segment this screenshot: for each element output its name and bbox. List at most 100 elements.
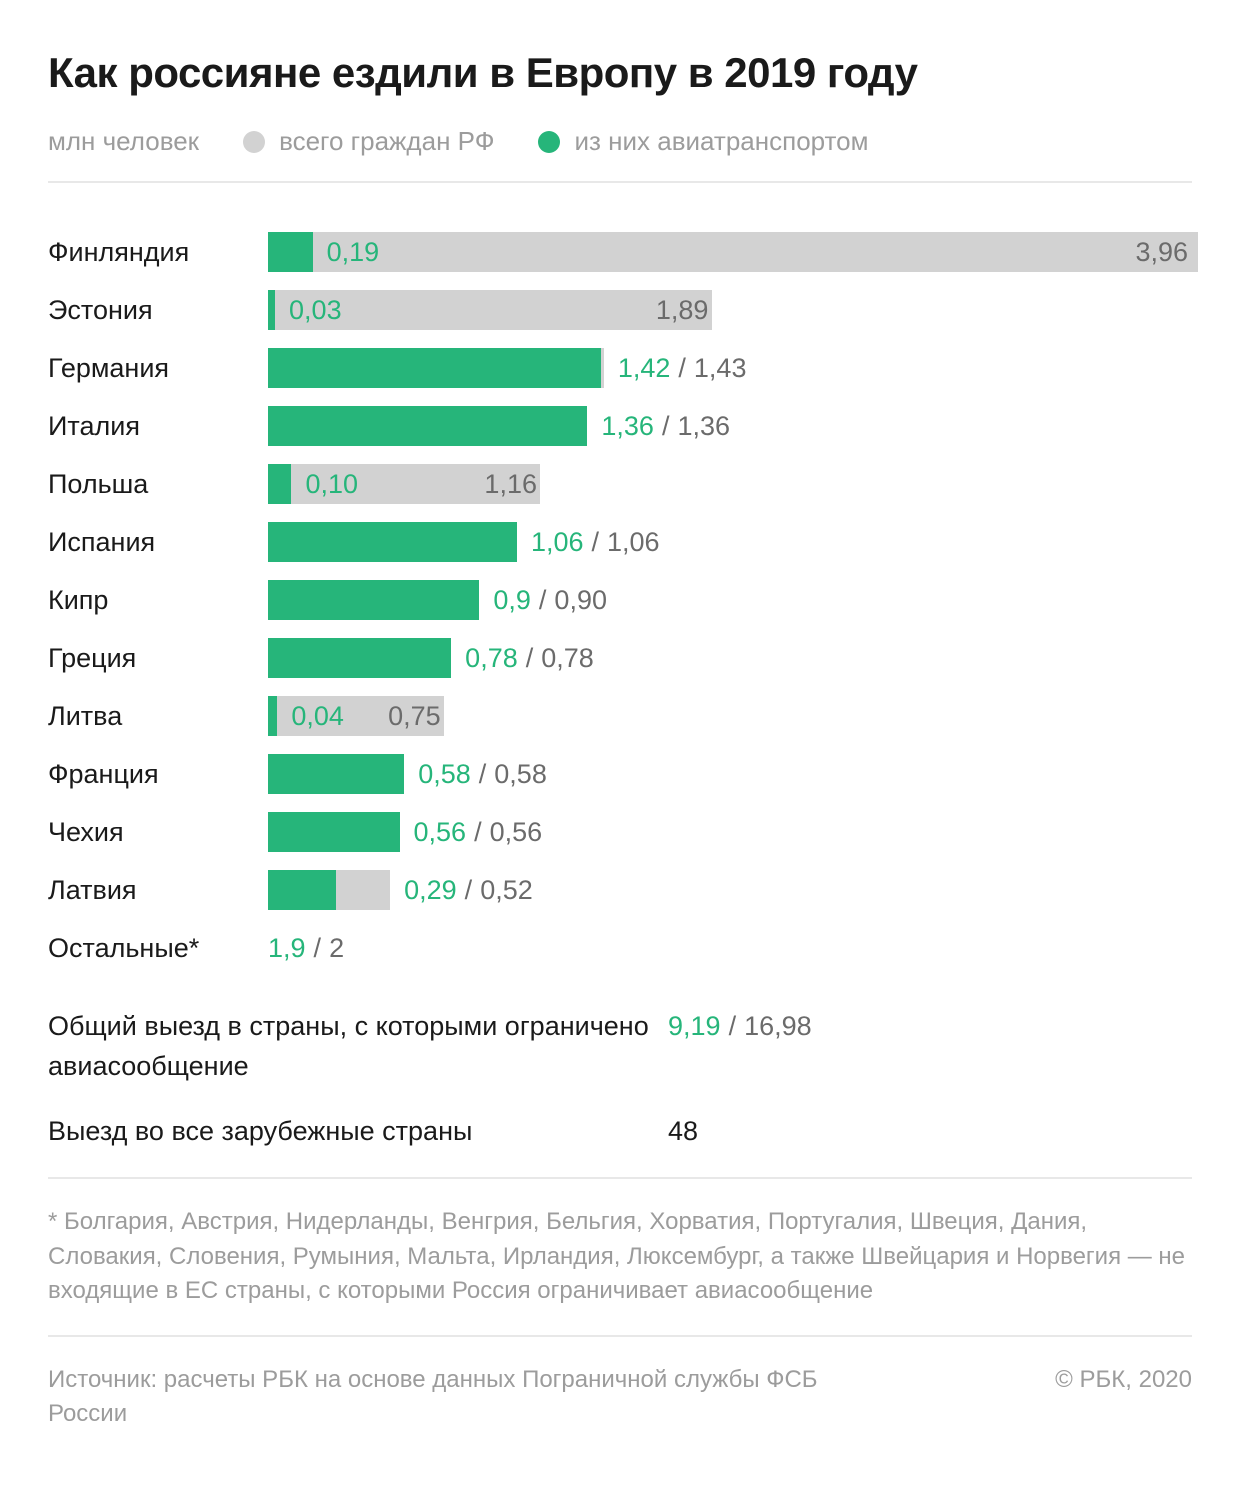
- value-separator: /: [670, 353, 694, 384]
- row-label: Остальные*: [48, 933, 268, 964]
- value-air: 1,9: [268, 933, 306, 964]
- value-pair: 0,9/0,90: [479, 580, 607, 620]
- summary-restricted-total: 16,98: [744, 1007, 812, 1046]
- bar-area: 0,78/0,78: [268, 638, 1198, 678]
- chart-row: Греция 0,78/0,78: [48, 629, 1192, 687]
- value-pair: 0,56/0,56: [400, 812, 543, 852]
- bar-area: 0,9/0,90: [268, 580, 1198, 620]
- chart-row: Франция 0,58/0,58: [48, 745, 1192, 803]
- value-pair: 1,42/1,43: [604, 348, 747, 388]
- value-pair: 1,36/1,36: [587, 406, 730, 446]
- summary-all-value: 48: [668, 1112, 698, 1151]
- bar-area: 0,56/0,56: [268, 812, 1198, 852]
- legend: млн человек всего граждан РФ из них авиа…: [48, 126, 1192, 183]
- value-pair: 0,78/0,78: [451, 638, 594, 678]
- legend-air-dot: [538, 131, 560, 153]
- value-total: 1,43: [694, 353, 747, 384]
- value-air: 1,36: [601, 411, 654, 442]
- row-label: Польша: [48, 469, 268, 500]
- chart-row: Испания 1,06/1,06: [48, 513, 1192, 571]
- value-separator: /: [306, 933, 330, 964]
- bar-air: [268, 232, 313, 272]
- value-total: 1,16: [470, 464, 537, 504]
- bar-air: [268, 464, 291, 504]
- value-total: 1,06: [607, 527, 660, 558]
- value-separator: /: [654, 411, 678, 442]
- value-pair: 1,9/2: [268, 928, 344, 968]
- row-label: Италия: [48, 411, 268, 442]
- value-separator: /: [531, 585, 555, 616]
- copyright: © РБК, 2020: [1055, 1363, 1192, 1397]
- value-separator: /: [457, 875, 481, 906]
- bar-total: [268, 232, 1198, 272]
- value-air: 1,06: [531, 527, 584, 558]
- value-total: 2: [329, 933, 344, 964]
- bar-area: 0,031,89: [268, 290, 1198, 330]
- footnote: * Болгария, Австрия, Нидерланды, Венгрия…: [48, 1177, 1192, 1337]
- chart-row: Эстония0,031,89: [48, 281, 1192, 339]
- bar-area: 1,42/1,43: [268, 348, 1198, 388]
- chart-row: Кипр0,9/0,90: [48, 571, 1192, 629]
- summary-all-label: Выезд во все зарубежные страны: [48, 1112, 668, 1151]
- value-separator: /: [584, 527, 608, 558]
- bar-air: [268, 580, 479, 620]
- bar-chart: Финляндия0,193,96Эстония0,031,89Германия…: [48, 223, 1192, 977]
- legend-air-label: из них авиатранспортом: [574, 126, 868, 157]
- row-label: Литва: [48, 701, 268, 732]
- value-total: 0,58: [494, 759, 547, 790]
- summary-restricted-air: 9,19: [668, 1007, 721, 1046]
- source-row: Источник: расчеты РБК на основе данных П…: [48, 1337, 1192, 1430]
- infographic-card: Как россияне ездили в Европу в 2019 году…: [0, 0, 1240, 1470]
- value-pair: 1,06/1,06: [517, 522, 660, 562]
- bar-area: 1,36/1,36: [268, 406, 1198, 446]
- chart-row: Литва 0,04 0,75: [48, 687, 1192, 745]
- bar-air: [268, 754, 404, 794]
- bar-area: 0,193,96: [268, 232, 1198, 272]
- value-air: 0,29: [404, 875, 457, 906]
- chart-row: Остальные*1,9/2: [48, 919, 1192, 977]
- value-air: 0,10: [291, 464, 358, 504]
- row-label: Финляндия: [48, 237, 268, 268]
- value-total: 0,56: [490, 817, 543, 848]
- bar-area: 0,29/0,52: [268, 870, 1198, 910]
- summary-row-all: Выезд во все зарубежные страны 48: [48, 1112, 1192, 1151]
- bar-area: 0,10 1,16: [268, 464, 1198, 504]
- value-total: 0,52: [480, 875, 533, 906]
- value-separator: /: [721, 1007, 745, 1046]
- row-label: Греция: [48, 643, 268, 674]
- value-air: 0,78: [465, 643, 518, 674]
- bar-area: 1,06/1,06: [268, 522, 1198, 562]
- value-air: 0,04: [277, 696, 344, 736]
- bar-area: 0,04 0,75: [268, 696, 1198, 736]
- bar-air: [268, 522, 517, 562]
- value-separator: /: [466, 817, 490, 848]
- unit-label: млн человек: [48, 126, 199, 157]
- value-air: 0,56: [414, 817, 467, 848]
- legend-total-label: всего граждан РФ: [279, 126, 494, 157]
- chart-row: Польша 0,10 1,16: [48, 455, 1192, 513]
- value-total: 0,75: [374, 696, 441, 736]
- chart-row: Италия 1,36/1,36: [48, 397, 1192, 455]
- chart-row: Чехия 0,56/0,56: [48, 803, 1192, 861]
- bar-air: [268, 812, 400, 852]
- value-total: 0,78: [541, 643, 594, 674]
- value-air: 0,19: [313, 232, 380, 272]
- bar-air: [268, 870, 336, 910]
- value-air: 0,9: [493, 585, 531, 616]
- value-air: 1,42: [618, 353, 671, 384]
- row-label: Чехия: [48, 817, 268, 848]
- summary-block: Общий выезд в страны, с которыми огранич…: [48, 1007, 1192, 1150]
- chart-row: Финляндия0,193,96: [48, 223, 1192, 281]
- value-pair: 0,29/0,52: [390, 870, 533, 910]
- summary-all-total: 48: [668, 1112, 698, 1151]
- row-label: Латвия: [48, 875, 268, 906]
- bar-air: [268, 348, 601, 388]
- value-pair: 0,58/0,58: [404, 754, 547, 794]
- value-air: 0,58: [418, 759, 471, 790]
- row-label: Эстония: [48, 295, 268, 326]
- row-label: Испания: [48, 527, 268, 558]
- row-label: Франция: [48, 759, 268, 790]
- legend-air: из них авиатранспортом: [538, 126, 868, 157]
- value-total: 1,89: [642, 290, 709, 330]
- row-label: Германия: [48, 353, 268, 384]
